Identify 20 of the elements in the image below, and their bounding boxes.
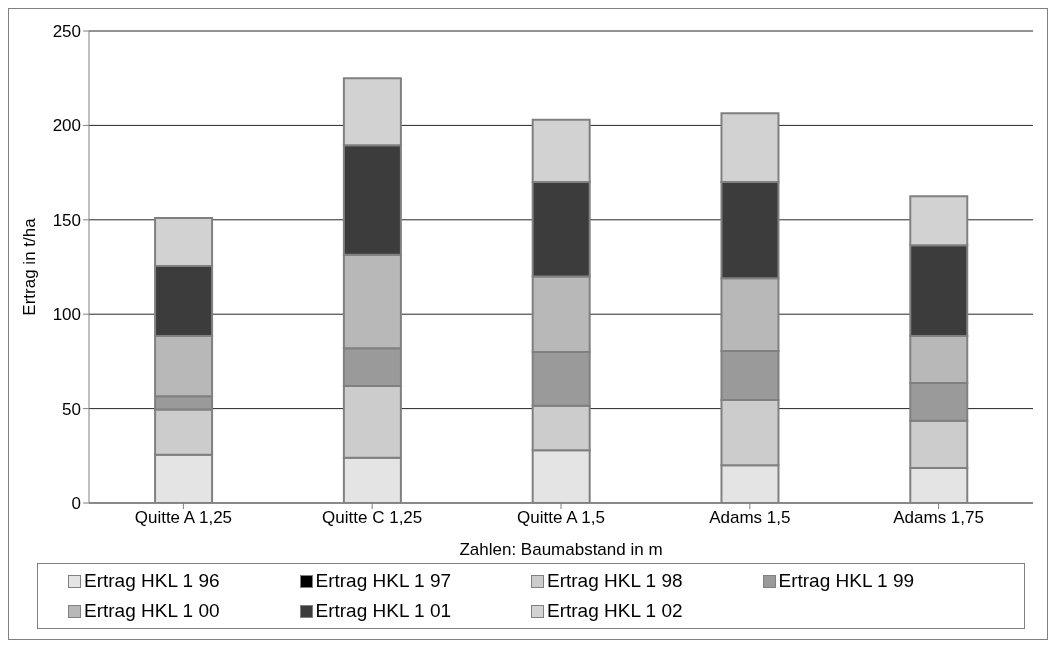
y-axis-title: Ertrag in t/ha	[20, 217, 40, 316]
x-tick-label: Adams 1,5	[709, 508, 791, 528]
y-tick-label: 50	[62, 399, 81, 419]
x-tick-label: Quitte A 1,25	[134, 508, 233, 528]
x-tick-label: Quitte A 1,5	[517, 508, 605, 528]
y-tick-label: 250	[52, 22, 81, 42]
legend-label: Ertrag HKL 1 99	[778, 570, 915, 592]
legend-label: Ertrag HKL 1 02	[547, 600, 683, 622]
legend-label: Ertrag HKL 1 01	[315, 600, 452, 622]
x-tick-label: Adams 1,75	[893, 508, 984, 528]
legend-label: Ertrag HKL 1 97	[315, 570, 452, 592]
legend-label: Ertrag HKL 1 00	[84, 600, 220, 622]
legend-label: Ertrag HKL 1 98	[547, 570, 683, 592]
y-tick-label: 0	[71, 494, 81, 514]
y-tick-label: 100	[52, 305, 81, 325]
y-tick-label: 200	[52, 116, 81, 136]
x-axis-title: Zahlen: Baumabstand in m	[459, 540, 663, 559]
legend-label: Ertrag HKL 1 96	[84, 570, 220, 592]
y-tick-label: 150	[52, 210, 81, 230]
x-tick-label: Quitte C 1,25	[322, 508, 423, 528]
